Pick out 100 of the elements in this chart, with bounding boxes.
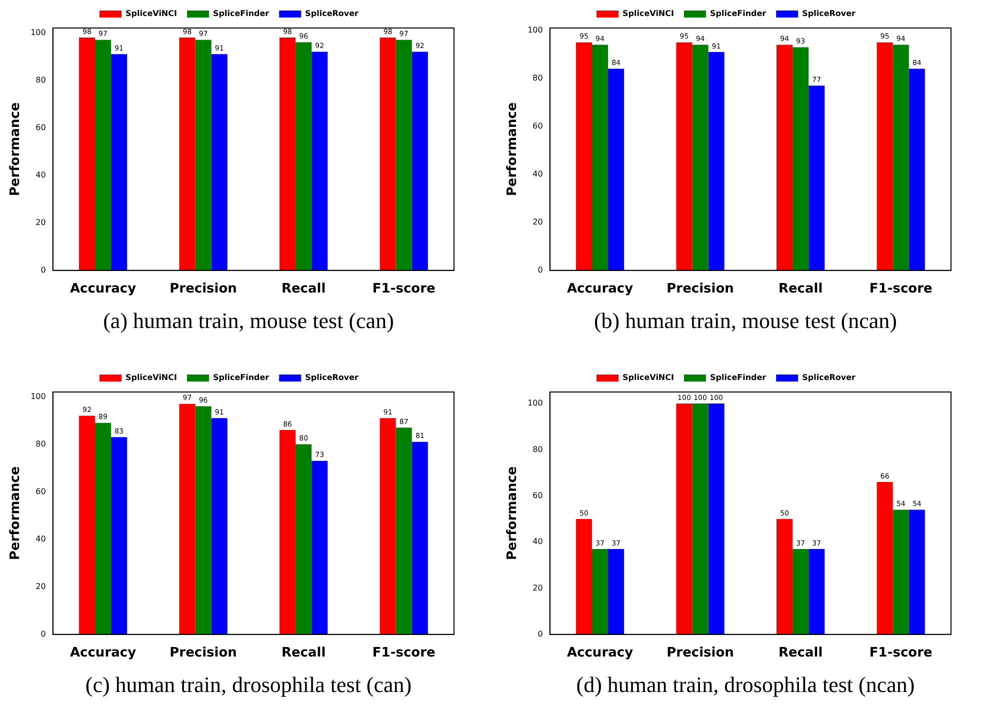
legend-label: SpliceFinder xyxy=(710,373,766,382)
bar xyxy=(179,38,196,270)
bar xyxy=(592,548,608,634)
legend-label: SpliceRover xyxy=(305,373,359,382)
bar xyxy=(792,47,809,270)
legend-label: SpliceFinder xyxy=(212,9,270,18)
y-tick-label: 40 xyxy=(532,169,543,178)
y-tick-label: 0 xyxy=(538,265,543,274)
bar xyxy=(412,442,428,634)
bar xyxy=(94,40,112,270)
bar xyxy=(792,548,809,634)
bar xyxy=(708,52,724,270)
bar xyxy=(776,44,793,270)
y-tick-label: 80 xyxy=(36,439,46,448)
y-axis-title: Performance xyxy=(8,102,24,196)
bar xyxy=(876,482,893,634)
bar xyxy=(195,406,212,634)
bar xyxy=(876,42,893,270)
bar xyxy=(576,518,592,634)
bar xyxy=(312,52,328,270)
bar xyxy=(380,38,396,270)
bar xyxy=(608,68,624,270)
bar xyxy=(592,44,608,270)
bar xyxy=(808,548,825,634)
bar xyxy=(892,44,909,270)
x-tick-label: F1-score xyxy=(869,646,932,661)
x-tick-label: F1-score xyxy=(372,646,436,661)
y-tick-label: 100 xyxy=(30,392,46,401)
legend-label: SpliceRover xyxy=(305,9,359,18)
bar xyxy=(280,38,296,270)
bar xyxy=(808,86,825,270)
y-axis-title: Performance xyxy=(505,466,520,560)
y-axis-title: Performance xyxy=(8,466,24,560)
text: (c) human train, drosophila test (can) xyxy=(84,672,413,698)
bar xyxy=(776,518,793,634)
bar xyxy=(78,38,95,270)
bar xyxy=(908,510,925,634)
bar xyxy=(708,404,724,634)
y-tick-label: 20 xyxy=(36,218,46,227)
legend-label: SpliceRover xyxy=(802,373,856,382)
legend-label: SpliceFinder xyxy=(212,373,270,382)
bar xyxy=(111,54,128,270)
y-tick-label: 60 xyxy=(532,121,543,130)
y-tick-label: 80 xyxy=(532,73,543,82)
x-tick-label: Precision xyxy=(666,646,734,661)
y-tick-label: 40 xyxy=(532,537,543,546)
y-tick-label: 40 xyxy=(36,534,46,544)
bar xyxy=(676,404,692,634)
y-tick-label: 20 xyxy=(36,582,46,591)
x-tick-label: Precision xyxy=(170,282,237,297)
legend-label: SpliceFinder xyxy=(710,9,766,18)
text: (a) human train, mouse test (can) xyxy=(102,308,395,334)
y-tick-label: 60 xyxy=(36,122,46,132)
bar xyxy=(412,52,428,270)
y-tick-label: 0 xyxy=(40,265,46,274)
bar xyxy=(380,418,396,634)
y-tick-label: 0 xyxy=(538,629,543,638)
y-tick-label: 80 xyxy=(36,75,46,84)
x-tick-label: Accuracy xyxy=(70,646,137,661)
bar xyxy=(576,42,592,270)
bar xyxy=(676,42,692,270)
x-tick-label: Recall xyxy=(778,646,823,661)
bar xyxy=(692,44,708,270)
bar xyxy=(296,444,312,634)
y-tick-label: 100 xyxy=(528,25,543,34)
bar xyxy=(78,416,95,634)
x-tick-label: F1-score xyxy=(869,282,932,297)
bar xyxy=(179,404,196,634)
bar xyxy=(111,437,128,634)
y-tick-label: 40 xyxy=(36,170,46,180)
y-tick-label: 60 xyxy=(532,490,543,500)
y-axis-title: Performance xyxy=(505,102,520,196)
legend-label: SpliceViNCI xyxy=(126,373,177,382)
x-tick-label: F1-score xyxy=(372,282,436,297)
y-tick-label: 100 xyxy=(528,398,543,408)
y-tick-label: 80 xyxy=(532,444,543,454)
bar xyxy=(608,548,624,634)
x-tick-label: Precision xyxy=(666,282,734,297)
bar xyxy=(94,422,112,634)
bar xyxy=(280,430,296,634)
x-tick-label: Accuracy xyxy=(70,282,137,297)
bar xyxy=(692,404,708,634)
y-tick-label: 60 xyxy=(36,486,46,496)
bar xyxy=(211,418,228,634)
legend-label: SpliceViNCI xyxy=(126,9,177,18)
x-tick-label: Recall xyxy=(281,282,326,297)
x-tick-label: Recall xyxy=(281,646,326,661)
y-tick-label: 20 xyxy=(532,583,543,592)
bar xyxy=(211,54,228,270)
bar xyxy=(892,510,909,634)
bar xyxy=(396,428,412,634)
x-tick-label: Accuracy xyxy=(566,282,634,297)
legend-label: SpliceViNCI xyxy=(622,373,674,382)
bar xyxy=(296,42,312,270)
legend-label: SpliceRover xyxy=(802,9,856,18)
x-tick-label: Precision xyxy=(170,646,237,661)
y-tick-label: 0 xyxy=(40,629,46,638)
text: (b) human train, mouse test (ncan) xyxy=(592,308,898,334)
bar xyxy=(195,40,212,270)
bar xyxy=(396,40,412,270)
